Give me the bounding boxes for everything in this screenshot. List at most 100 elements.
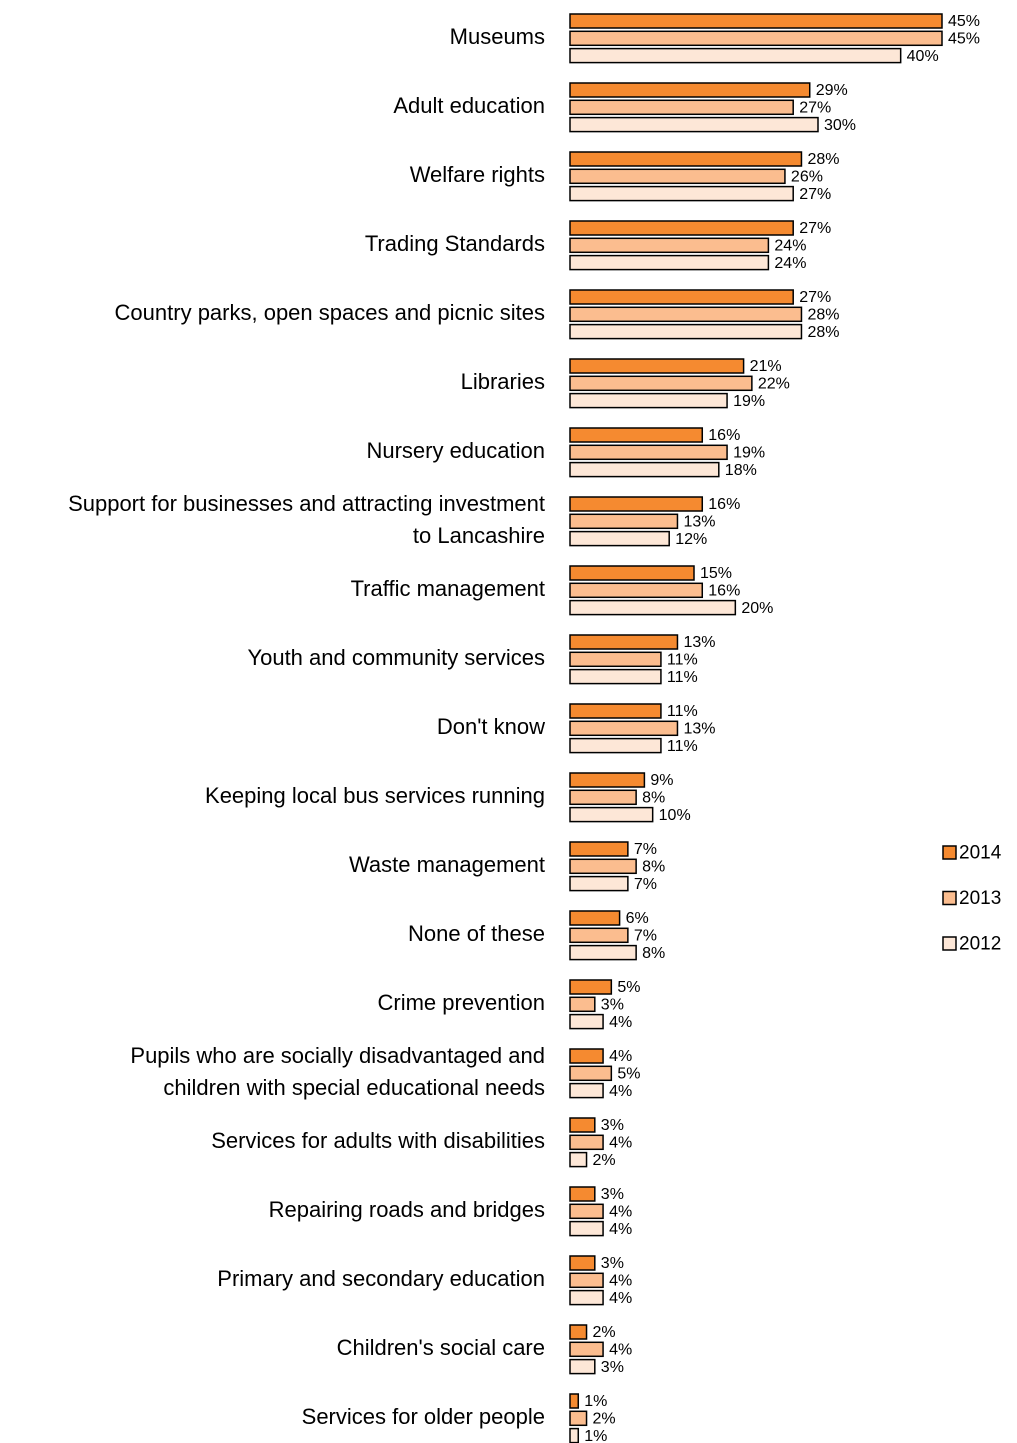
category-label-13: None of these — [408, 921, 545, 946]
value-label-2014-17: 3% — [601, 1186, 624, 1203]
category-label-9: Youth and community services — [247, 645, 545, 670]
bar-2014-15 — [569, 1048, 604, 1064]
category-label-7-line-1: to Lancashire — [413, 523, 545, 548]
category-label-16: Services for adults with disabilities — [211, 1128, 545, 1153]
bar-2013-19 — [569, 1341, 604, 1358]
value-label-2013-7: 13% — [683, 514, 715, 531]
bar-2012-4 — [569, 323, 803, 340]
bar-2013-15 — [569, 1065, 613, 1082]
category-label-17: Repairing roads and bridges — [269, 1197, 545, 1222]
bar-2012-5 — [569, 392, 728, 409]
value-label-2012-10: 11% — [667, 738, 698, 755]
value-label-2013-8: 16% — [708, 583, 740, 600]
legend-swatch-2014 — [942, 845, 957, 860]
value-label-2014-7: 16% — [708, 496, 740, 513]
category-label-15-line-1: children with special educational needs — [163, 1075, 545, 1100]
category-label-6: Nursery education — [366, 438, 545, 463]
category-label-18: Primary and secondary education — [217, 1266, 545, 1291]
value-label-2013-13: 7% — [634, 928, 657, 945]
category-label-1: Adult education — [393, 93, 545, 118]
bar-2013-6 — [569, 444, 728, 461]
bar-2013-13 — [569, 927, 629, 944]
value-label-2012-14: 4% — [609, 1014, 632, 1031]
value-label-2014-13: 6% — [626, 910, 649, 927]
value-label-2014-1: 29% — [816, 82, 848, 99]
category-label-11: Keeping local bus services running — [205, 783, 545, 808]
value-label-2013-11: 8% — [642, 790, 665, 807]
bar-2013-11 — [569, 789, 637, 806]
value-label-2013-10: 13% — [683, 721, 715, 738]
value-label-2013-0: 45% — [948, 31, 980, 48]
value-label-2012-8: 20% — [741, 600, 773, 617]
bar-2014-14 — [569, 979, 613, 995]
bar-2014-10 — [569, 703, 662, 719]
value-label-2013-3: 24% — [774, 238, 806, 255]
value-label-2013-14: 3% — [601, 997, 624, 1014]
legend-swatch-2012 — [942, 936, 957, 951]
bar-2014-4 — [569, 289, 794, 305]
bar-2013-12 — [569, 858, 637, 875]
bar-2013-9 — [569, 651, 662, 668]
bar-2012-0 — [569, 47, 902, 64]
bar-2012-8 — [569, 599, 737, 616]
value-label-2013-17: 4% — [609, 1204, 632, 1221]
bar-2013-5 — [569, 375, 753, 392]
value-label-2014-8: 15% — [700, 565, 732, 582]
bar-2013-17 — [569, 1203, 604, 1220]
value-label-2012-13: 8% — [642, 945, 665, 962]
value-label-2013-2: 26% — [791, 169, 823, 186]
value-label-2014-5: 21% — [750, 358, 782, 375]
bar-2012-10 — [569, 737, 662, 754]
bar-2014-13 — [569, 910, 621, 926]
bar-2014-1 — [569, 82, 811, 98]
bar-2013-10 — [569, 720, 679, 737]
value-label-2012-4: 28% — [807, 324, 839, 341]
bar-2012-3 — [569, 254, 770, 271]
bar-2014-2 — [569, 151, 803, 167]
category-labels-layer: Museums Adult education Welfare rights Trad… — [68, 24, 545, 1429]
value-label-2012-11: 10% — [659, 807, 691, 824]
bar-2012-2 — [569, 185, 794, 202]
value-label-2012-6: 18% — [725, 462, 757, 479]
value-label-2014-20: 1% — [584, 1393, 607, 1410]
legend-swatch-2013 — [942, 890, 957, 906]
bar-2014-5 — [569, 358, 745, 374]
value-label-2014-10: 11% — [667, 703, 698, 720]
bar-2014-19 — [569, 1324, 588, 1340]
bar-2013-0 — [569, 30, 943, 47]
bar-2013-7 — [569, 513, 679, 530]
bar-2014-8 — [569, 565, 695, 581]
bar-2012-18 — [569, 1289, 604, 1306]
category-label-5: Libraries — [461, 369, 545, 394]
category-label-8: Traffic management — [351, 576, 545, 601]
bar-2014-9 — [569, 634, 679, 650]
value-label-2013-18: 4% — [609, 1273, 632, 1290]
bar-2014-0 — [569, 13, 943, 29]
bar-2012-16 — [569, 1151, 588, 1168]
legend-label-2014: 2014 — [959, 843, 1002, 864]
value-label-2013-16: 4% — [609, 1135, 632, 1152]
bar-2013-20 — [569, 1410, 588, 1427]
value-label-2012-3: 24% — [774, 255, 806, 272]
value-label-2012-12: 7% — [634, 876, 657, 893]
value-label-2012-5: 19% — [733, 393, 765, 410]
category-label-14: Crime prevention — [377, 990, 545, 1015]
bar-2014-18 — [569, 1255, 596, 1271]
value-labels-layer: 45%45%40%29%27%30%28%26%27%27%24%24%27%2… — [584, 13, 980, 1443]
value-label-2013-4: 28% — [807, 307, 839, 324]
value-label-2012-1: 30% — [824, 117, 856, 134]
bar-2013-4 — [569, 306, 803, 323]
value-label-2012-7: 12% — [675, 531, 707, 548]
value-label-2012-20: 1% — [584, 1428, 607, 1443]
value-label-2013-1: 27% — [799, 100, 831, 117]
value-label-2012-9: 11% — [667, 669, 698, 686]
category-label-3: Trading Standards — [365, 231, 545, 256]
bars-layer — [569, 13, 943, 1443]
value-label-2013-15: 5% — [617, 1066, 640, 1083]
value-label-2014-9: 13% — [683, 634, 715, 651]
bar-2013-1 — [569, 99, 794, 116]
value-label-2014-0: 45% — [948, 13, 980, 30]
value-label-2014-12: 7% — [634, 841, 657, 858]
value-label-2013-12: 8% — [642, 859, 665, 876]
